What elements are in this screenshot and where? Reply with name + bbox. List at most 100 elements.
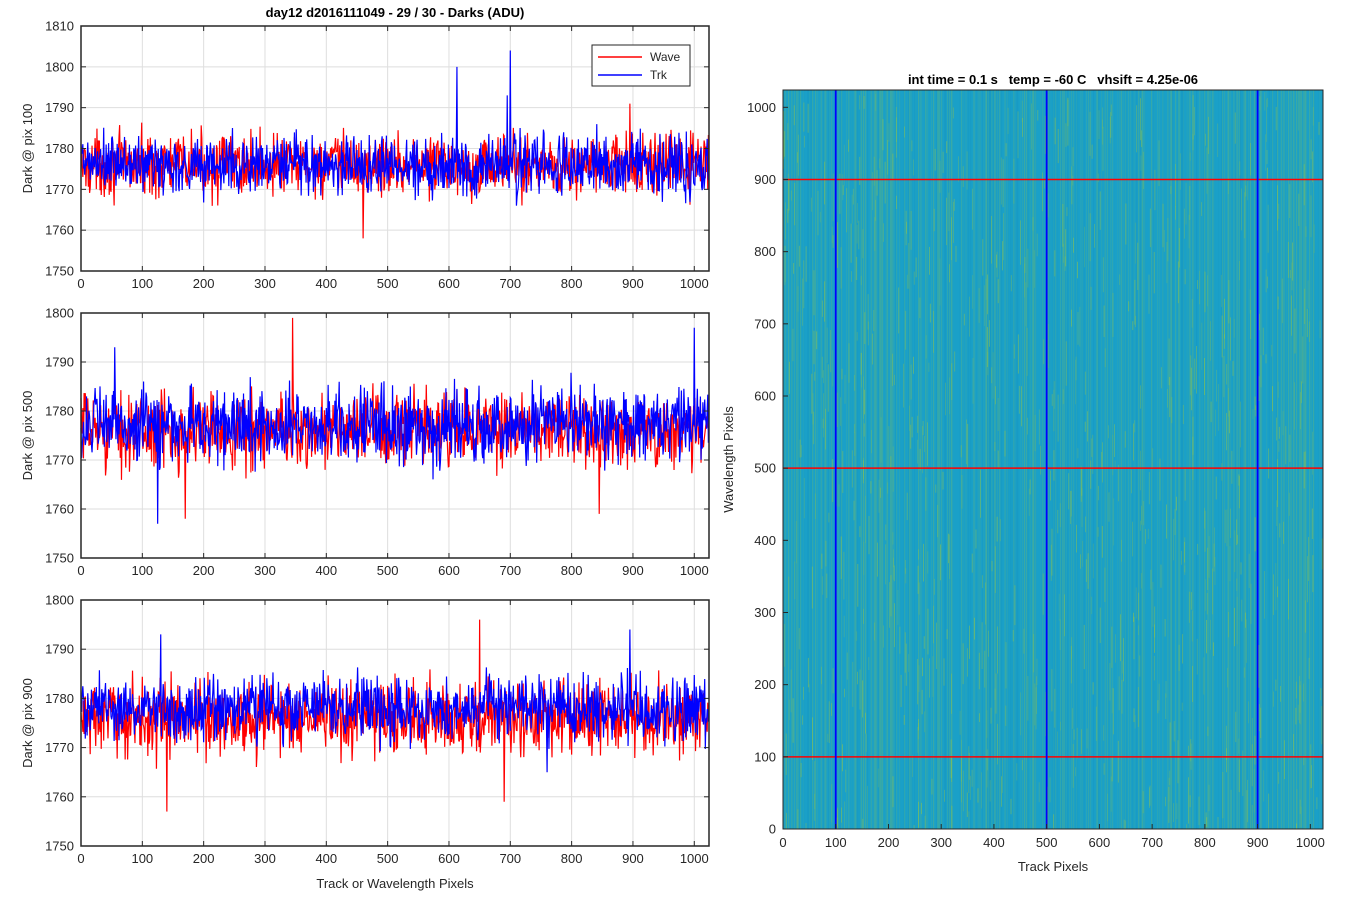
heatmap-column	[1280, 90, 1282, 829]
heatmap-column	[1089, 90, 1091, 829]
heatmap-column	[811, 90, 813, 829]
heatmap-column	[1001, 90, 1003, 829]
heatmap-column	[886, 90, 888, 829]
heatmap-column	[859, 90, 861, 829]
heatmap-column	[888, 90, 890, 829]
heatmap-column	[1299, 90, 1301, 829]
y-tick-label: 1750	[45, 264, 74, 279]
heatmap-column	[1266, 90, 1268, 829]
heatmap-column	[1192, 90, 1194, 829]
series-line-trk	[80, 629, 709, 773]
heatmap-column	[978, 90, 980, 829]
heatmap-column	[1177, 90, 1179, 829]
heatmap-column	[1016, 90, 1018, 829]
heatmap-column	[1271, 90, 1273, 829]
heatmap-column	[999, 90, 1001, 829]
heatmap-column	[1204, 90, 1206, 829]
heatmap-column	[1187, 90, 1189, 829]
heatmap-column	[808, 90, 810, 829]
heatmap-column	[1190, 90, 1192, 829]
heatmap-column	[863, 90, 865, 829]
heatmap-column	[1132, 90, 1134, 829]
heatmap-column	[1104, 90, 1106, 829]
heatmap-column	[786, 90, 787, 829]
line-chart-3: 0 100 200 300 400 500 600 700 800 900 1000 1750 1760…	[20, 593, 710, 891]
axes-box	[782, 89, 1324, 830]
x-tick-label: 400	[315, 276, 337, 291]
heatmap-column	[987, 90, 989, 829]
heatmap-column	[1081, 90, 1083, 829]
x-tick-label: 900	[622, 851, 644, 866]
heatmap-column	[929, 90, 930, 829]
heatmap-column	[1212, 90, 1214, 829]
x-tick-label: 700	[499, 563, 521, 578]
heatmap-column	[794, 90, 796, 829]
heatmap-column	[1096, 90, 1098, 829]
y-tick-label: 700	[754, 316, 776, 331]
heatmap-column	[985, 90, 987, 829]
heatmap-column	[856, 90, 858, 829]
heatmap-column	[1094, 90, 1095, 829]
heatmap-column	[1290, 90, 1292, 829]
heatmap-column	[1028, 90, 1030, 829]
heatmap-column	[857, 90, 859, 829]
heatmap-column	[1250, 90, 1252, 829]
heatmap-column	[1005, 90, 1007, 829]
heatmap-column	[1202, 90, 1204, 829]
heatmap-column	[796, 90, 798, 829]
heatmap-column	[849, 90, 851, 829]
y-tick-label: 1800	[45, 59, 74, 74]
heatmap-column	[1159, 90, 1161, 829]
heatmap-column	[911, 90, 913, 829]
heatmap-column	[1013, 90, 1015, 829]
y-tick-label: 1780	[45, 141, 74, 156]
heatmap-column	[948, 90, 950, 829]
heatmap-column	[933, 90, 935, 829]
heatmap-column	[1208, 90, 1210, 829]
heatmap-column	[895, 90, 897, 829]
heatmap-column	[1008, 90, 1010, 829]
y-axis-label: Dark @ pix 500	[20, 391, 35, 481]
heatmap-column	[1196, 90, 1198, 829]
y-tick-label: 100	[754, 749, 776, 764]
x-tick-label: 0	[77, 276, 84, 291]
heatmap-column	[1084, 90, 1086, 829]
heatmap-column	[1205, 90, 1206, 829]
x-tick-label: 200	[878, 835, 900, 850]
heatmap-column	[1244, 90, 1246, 829]
heatmap-column	[968, 90, 970, 829]
heatmap-column	[993, 90, 995, 829]
x-tick-label: 200	[193, 276, 215, 291]
heatmap-column	[966, 90, 968, 829]
y-tick-label: 1790	[45, 355, 74, 370]
heatmap-column	[1125, 90, 1127, 829]
heatmap-column	[991, 90, 993, 829]
heatmap-column	[1171, 90, 1173, 829]
heatmap-column	[931, 90, 933, 829]
heatmap-column	[938, 90, 940, 829]
heatmap-column	[860, 90, 862, 829]
heatmap-column	[1044, 90, 1046, 829]
heatmap-column	[1042, 90, 1044, 829]
heatmap-column	[1318, 90, 1320, 829]
heatmap-column	[1020, 90, 1022, 829]
y-tick-label: 1000	[747, 100, 776, 115]
heatmap-column	[871, 90, 873, 829]
heatmap-column	[1119, 90, 1121, 829]
heatmap-column	[951, 90, 953, 829]
heatmap-column	[921, 90, 923, 829]
heatmap-column	[1303, 90, 1305, 829]
x-tick-label: 500	[1036, 835, 1058, 850]
heatmap-column	[1064, 90, 1066, 829]
heatmap-column	[1230, 90, 1232, 829]
heatmap-column	[1061, 90, 1063, 829]
x-tick-label: 500	[377, 851, 399, 866]
y-tick-label: 1770	[45, 740, 74, 755]
y-tick-label: 1760	[45, 502, 74, 517]
heatmap-column	[997, 90, 999, 829]
heatmap-column	[1080, 90, 1082, 829]
x-tick-label: 700	[499, 276, 521, 291]
axes-box	[80, 599, 710, 847]
heatmap-column	[996, 90, 998, 829]
x-tick-label: 200	[193, 563, 215, 578]
